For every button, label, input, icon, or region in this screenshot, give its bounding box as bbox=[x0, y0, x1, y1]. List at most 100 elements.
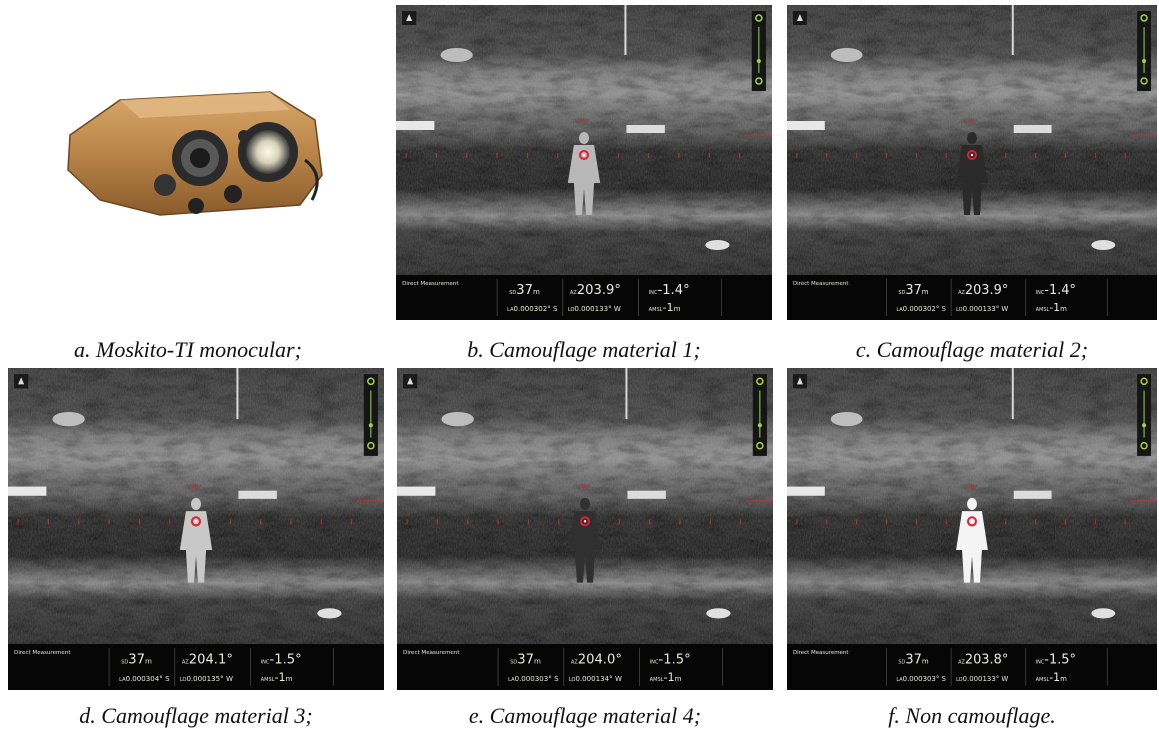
caption: b. Camouflage material 1; bbox=[467, 337, 700, 362]
hud-longitude: LO0.000133° W bbox=[956, 305, 1008, 313]
hot-object bbox=[626, 125, 664, 133]
hot-object bbox=[317, 608, 341, 618]
hud-sd: 37 bbox=[128, 652, 145, 667]
thermal-image: Direct MeasurementSD37mAZ204.1°INC-1.5°L… bbox=[8, 368, 384, 690]
hot-object bbox=[52, 412, 84, 426]
zoom-knob bbox=[1142, 59, 1146, 63]
hud-amsl: -1 bbox=[663, 301, 674, 314]
hud-longitude: LO0.000133° W bbox=[956, 674, 1008, 683]
hud-az: 203.9° bbox=[577, 283, 621, 298]
hot-object bbox=[1091, 240, 1115, 250]
hot-object bbox=[8, 487, 46, 496]
hud-sd-unit: m bbox=[922, 656, 929, 665]
hud-amsl-label: AMSL bbox=[649, 307, 663, 313]
hud-mode: Direct Measurement bbox=[403, 650, 460, 656]
reticle-dot bbox=[195, 520, 197, 522]
zoom-knob bbox=[758, 423, 762, 427]
hot-object bbox=[440, 48, 472, 62]
hud-lo: 0.000133° W bbox=[963, 305, 1009, 313]
caption: f. Non camouflage. bbox=[888, 703, 1055, 728]
hud-latitude: LA0.000303° S bbox=[508, 674, 559, 683]
hud-azimuth: AZ203.8° bbox=[958, 652, 1008, 667]
hud-az: 203.9° bbox=[965, 283, 1008, 298]
target-head bbox=[967, 132, 977, 144]
hud-lo: 0.000133° W bbox=[574, 304, 620, 313]
caption: a. Moskito-TI monocular; bbox=[74, 337, 302, 362]
hud-latitude: LA0.000303° S bbox=[896, 674, 946, 683]
hud-az: 204.0° bbox=[578, 652, 622, 667]
hud-amsl: -1 bbox=[275, 671, 286, 684]
caption: d. Camouflage material 3; bbox=[79, 703, 312, 728]
hud-inc: -1.4° bbox=[1044, 283, 1076, 298]
hud-amsl-label: AMSL bbox=[1036, 307, 1050, 313]
hud-longitude: LO0.000134° W bbox=[569, 674, 622, 683]
hud-mode: Direct Measurement bbox=[402, 281, 459, 287]
hud-latitude: LA0.000304° S bbox=[119, 674, 170, 683]
hot-object bbox=[1014, 491, 1052, 499]
hud-lo: 0.000133° W bbox=[963, 674, 1009, 683]
hot-object bbox=[787, 121, 825, 130]
hud-sd-unit: m bbox=[922, 288, 929, 296]
hud-amsl-label: AMSL bbox=[650, 677, 664, 683]
hud-amsl-unit: m bbox=[674, 304, 681, 313]
hud-inc: -1.5° bbox=[1044, 652, 1076, 667]
hud-longitude: LO0.000135° W bbox=[180, 674, 233, 683]
hot-object bbox=[238, 491, 276, 499]
hot-object bbox=[705, 240, 729, 250]
hot-object bbox=[787, 487, 825, 496]
hud-amsl-label: AMSL bbox=[261, 677, 275, 683]
hud-amsl-unit: m bbox=[1060, 674, 1067, 683]
hud-amsl-label: AMSL bbox=[1036, 677, 1050, 683]
hud-lo: 0.000134° W bbox=[575, 674, 622, 683]
hud-amsl-unit: m bbox=[1060, 305, 1067, 313]
hot-object bbox=[831, 48, 863, 62]
figure: a. Moskito-TI monocular; b. Camouflage ma… bbox=[0, 0, 1159, 742]
hud-amsl-unit: m bbox=[675, 674, 682, 683]
zoom-knob bbox=[757, 59, 761, 63]
hot-object bbox=[706, 608, 730, 618]
hud-inc: -1.5° bbox=[658, 652, 690, 667]
hud-azimuth: AZ204.1° bbox=[182, 652, 233, 667]
target-head bbox=[579, 132, 589, 144]
hud-amsl: -1 bbox=[1049, 671, 1060, 684]
hot-object bbox=[1014, 125, 1052, 133]
hud-la: 0.000303° S bbox=[903, 674, 947, 683]
hud-longitude: LO0.000133° W bbox=[568, 304, 621, 313]
hud-sd-unit: m bbox=[534, 656, 541, 665]
hud-inc: -1.4° bbox=[657, 283, 689, 298]
caption: c. Camouflage material 2; bbox=[856, 337, 1088, 362]
reticle-dot bbox=[971, 154, 973, 156]
hot-object bbox=[1091, 608, 1115, 618]
target-head bbox=[580, 498, 590, 510]
hud-sd-unit: m bbox=[533, 287, 540, 296]
hud-sd: 37 bbox=[905, 652, 921, 667]
hud-lo: 0.000135° W bbox=[186, 674, 233, 683]
hot-object bbox=[627, 491, 665, 499]
hud-mode: Direct Measurement bbox=[793, 650, 849, 656]
hud-az: 204.1° bbox=[189, 652, 233, 667]
target-head bbox=[967, 498, 977, 510]
hot-object bbox=[396, 121, 434, 130]
device-photo bbox=[68, 92, 322, 215]
target-head bbox=[191, 498, 201, 510]
hud-azimuth: AZ203.9° bbox=[570, 283, 621, 298]
hot-object bbox=[831, 412, 863, 426]
zoom-knob bbox=[1142, 423, 1146, 427]
hud-amsl: -1 bbox=[1049, 301, 1060, 314]
thermal-image: Direct MeasurementSD37mAZ203.9°INC-1.4°L… bbox=[787, 5, 1157, 320]
zoom-knob bbox=[369, 423, 373, 427]
hud-mode: Direct Measurement bbox=[14, 650, 71, 656]
hud-amsl: -1 bbox=[664, 671, 675, 684]
hud-latitude: LA0.000302° S bbox=[507, 304, 558, 313]
hud-mode: Direct Measurement bbox=[793, 281, 849, 287]
hot-object bbox=[397, 487, 435, 496]
hud-la: 0.000302° S bbox=[903, 305, 947, 313]
hud-azimuth: AZ204.0° bbox=[571, 652, 622, 667]
hud-azimuth: AZ203.9° bbox=[958, 283, 1008, 298]
hud-az: 203.8° bbox=[965, 652, 1008, 667]
hot-object bbox=[441, 412, 473, 426]
reticle-dot bbox=[971, 520, 973, 522]
